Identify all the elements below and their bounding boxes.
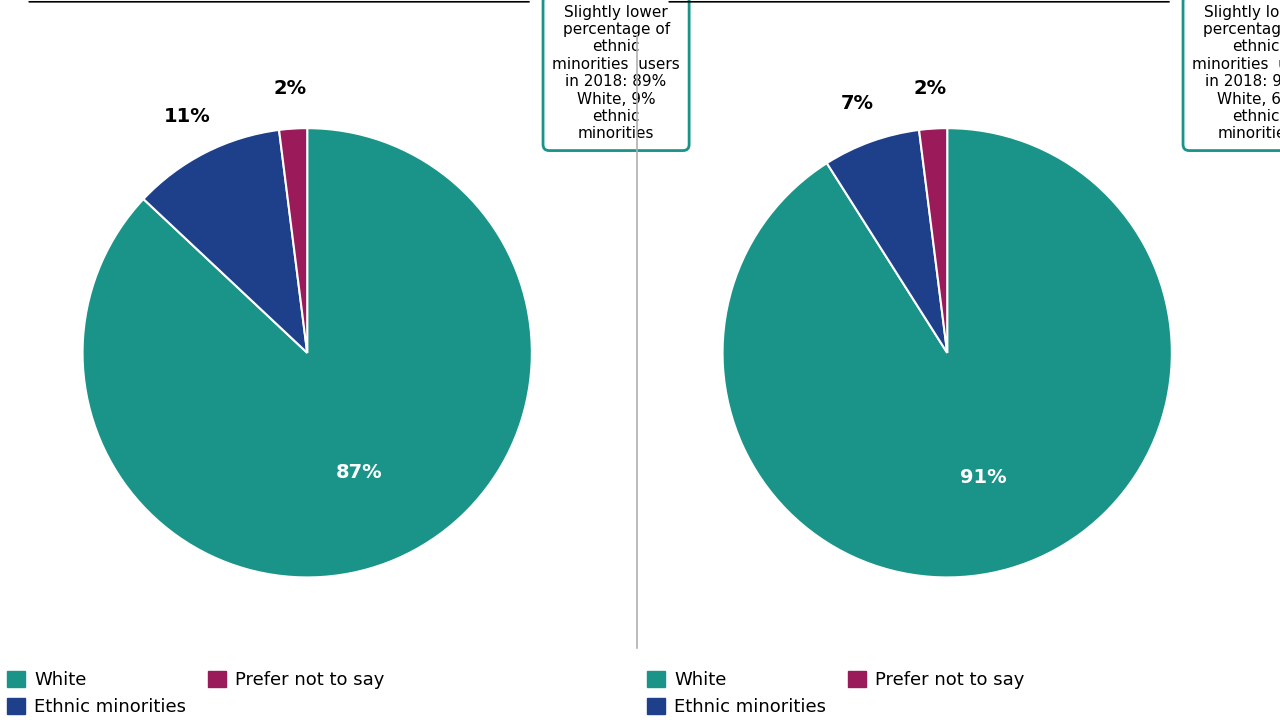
Wedge shape	[919, 128, 947, 353]
Text: Slightly lower
percentage of
ethnic
minorities  users
in 2018: 91%
White, 6%
eth: Slightly lower percentage of ethnic mino…	[1192, 4, 1280, 141]
Text: Slightly lower
percentage of
ethnic
minorities  users
in 2018: 89%
White, 9%
eth: Slightly lower percentage of ethnic mino…	[552, 4, 680, 141]
Wedge shape	[83, 128, 531, 577]
Text: 11%: 11%	[164, 107, 210, 126]
Text: 2%: 2%	[274, 78, 307, 98]
Wedge shape	[143, 130, 307, 353]
Text: 7%: 7%	[841, 94, 874, 113]
Text: 2%: 2%	[914, 78, 947, 98]
Wedge shape	[827, 130, 947, 353]
Wedge shape	[723, 128, 1171, 577]
Wedge shape	[279, 128, 307, 353]
Text: 91%: 91%	[960, 469, 1007, 487]
Legend: White, Ethnic minorities, Prefer not to say: White, Ethnic minorities, Prefer not to …	[648, 671, 1024, 716]
Legend: White, Ethnic minorities, Prefer not to say: White, Ethnic minorities, Prefer not to …	[8, 671, 384, 716]
Text: 87%: 87%	[335, 463, 383, 482]
